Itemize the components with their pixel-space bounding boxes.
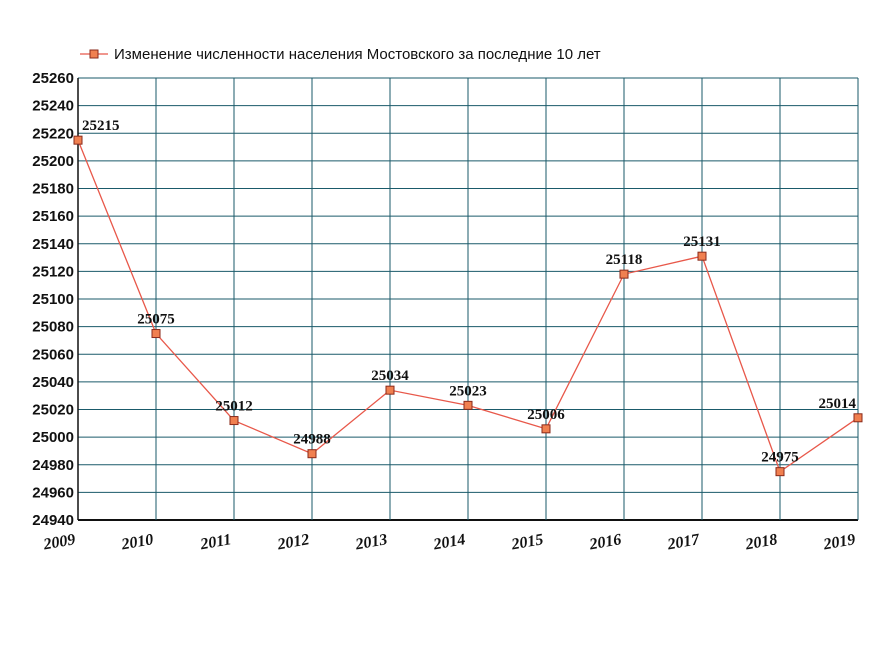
x-tick-label: 2012: [275, 531, 310, 553]
x-tick-label: 2014: [431, 531, 466, 553]
y-tick-label: 24980: [32, 457, 74, 474]
data-label: 25023: [449, 383, 487, 399]
legend: Изменение численности населения Мостовск…: [80, 46, 601, 63]
y-tick-label: 24960: [32, 484, 74, 501]
y-tick-label: 25180: [32, 181, 74, 198]
y-tick-label: 25220: [32, 125, 74, 142]
y-tick-label: 25060: [32, 346, 74, 363]
data-point-marker: [619, 269, 629, 279]
y-tick-label: 25260: [32, 70, 74, 87]
y-tick-label: 25000: [32, 429, 74, 446]
x-tick-label: 2019: [821, 531, 856, 553]
grid: [77, 77, 859, 521]
x-tick-label: 2016: [587, 531, 622, 553]
data-label: 25012: [215, 399, 253, 415]
y-tick-label: 25100: [32, 291, 74, 308]
data-label: 25118: [606, 252, 643, 268]
data-point-marker: [151, 329, 161, 339]
x-tick-label: 2017: [665, 531, 701, 554]
data-point-marker: [541, 424, 551, 434]
data-label: 25075: [137, 312, 175, 328]
y-tick-label: 25140: [32, 236, 74, 253]
data-point-marker: [385, 385, 395, 395]
x-tick-label: 2011: [198, 531, 233, 553]
data-point-marker: [307, 449, 317, 459]
x-tick-label: 2015: [509, 531, 544, 553]
y-tick-label: 25120: [32, 263, 74, 280]
data-label: 25034: [371, 368, 409, 384]
x-tick-label: 2013: [353, 531, 388, 553]
data-label: 25006: [527, 407, 565, 423]
data-point-marker: [463, 400, 473, 410]
y-tick-label: 25080: [32, 319, 74, 336]
y-tick-label: 25040: [32, 374, 74, 391]
data-label: 25215: [82, 118, 120, 134]
x-tick-label: 2010: [119, 531, 154, 553]
y-tick-label: 25200: [32, 153, 74, 170]
data-point-marker: [853, 413, 863, 423]
data-point-marker: [775, 467, 785, 477]
data-label: 24988: [293, 432, 331, 448]
data-point-marker: [697, 251, 707, 261]
data-label: 24975: [761, 450, 799, 466]
data-labels: 25215 25075 25012 24988 25034 25023 25006 25118…: [82, 118, 857, 466]
data-label: 25131: [683, 234, 721, 250]
x-tick-label: 2018: [743, 531, 778, 553]
data-point-marker: [73, 135, 83, 145]
data-label: 25014: [819, 396, 857, 412]
data-markers: [73, 135, 863, 477]
legend-marker: [89, 49, 99, 59]
data-point-marker: [229, 416, 239, 426]
x-tick-label: 2009: [41, 531, 76, 553]
y-axis-ticks: 24940 24960 24980 25000 25020 25040 25060 25080…: [32, 70, 74, 529]
y-tick-label: 24940: [32, 512, 74, 529]
y-tick-label: 25020: [32, 402, 74, 419]
legend-label: Изменение численности населения Мостовск…: [114, 46, 601, 63]
x-axis-ticks: 2009 2010 2011 2012 2013 2014 2015 2016 2017 2018…: [41, 531, 856, 554]
y-tick-label: 25160: [32, 208, 74, 225]
y-tick-label: 25240: [32, 98, 74, 115]
